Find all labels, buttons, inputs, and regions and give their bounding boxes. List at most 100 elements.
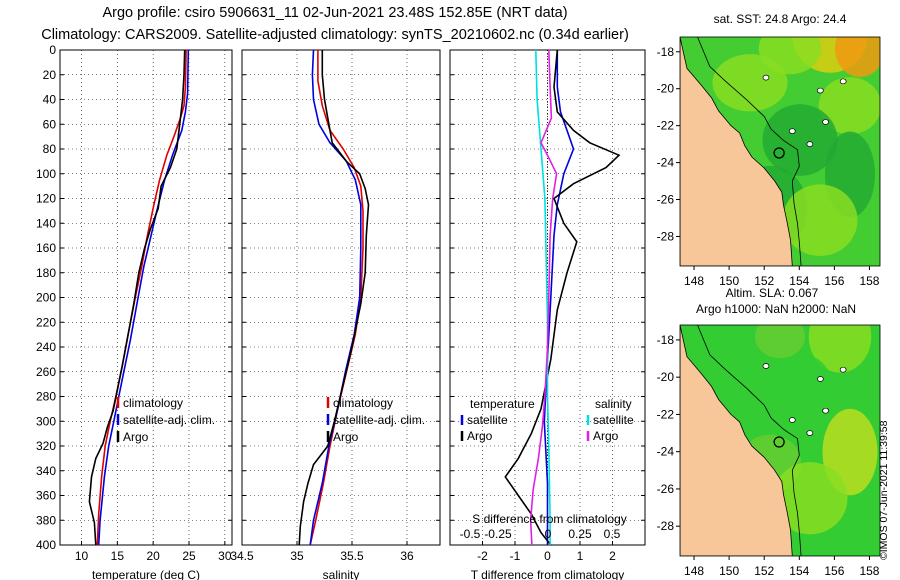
map-lon-label: 158	[859, 564, 879, 578]
series-line-t-argo	[504, 49, 621, 546]
ocean-patch	[772, 462, 848, 535]
map-lat-label: -20	[657, 82, 675, 96]
x-tick-label: 0	[544, 549, 551, 563]
x-tick-label: 35.5	[340, 549, 364, 563]
map-lat-label: -26	[657, 482, 675, 496]
ocean-patch	[782, 184, 858, 256]
depth-tick-label: 160	[36, 241, 56, 255]
map-lat-label: -24	[657, 445, 675, 459]
map-lon-label: 148	[684, 274, 704, 288]
depth-tick-label: 200	[36, 291, 56, 305]
salinity-diff-tick: 0.25	[568, 527, 592, 541]
legend-header-salinity: salinity	[595, 397, 632, 411]
x-tick-label: 30	[218, 549, 232, 563]
map-lon-label: 154	[789, 564, 809, 578]
sla-map-title-1: Altim. SLA: 0.067	[726, 286, 819, 300]
sst-map-field	[680, 37, 880, 266]
series-line-s-satellite	[535, 49, 551, 545]
land-area	[680, 37, 793, 266]
x-tick-label: 2	[609, 549, 616, 563]
map-lat-label: -18	[657, 45, 675, 59]
map-lat-label: -24	[657, 156, 675, 170]
ocean-patch	[768, 353, 832, 412]
salinity-diff-tick: 0.5	[604, 527, 621, 541]
x-tick-label: 34.5	[230, 549, 254, 563]
series-line-satellite-adj-clim-	[309, 49, 362, 546]
depth-tick-label: 140	[36, 216, 56, 230]
map-lat-label: -26	[657, 193, 675, 207]
series-line-climatology	[309, 50, 364, 546]
depth-tick-label: 120	[36, 192, 56, 206]
depth-tick-label: 340	[36, 464, 56, 478]
depth-tick-label: 300	[36, 414, 56, 428]
depth-tick-label: 320	[36, 439, 56, 453]
x-tick-label: -1	[510, 549, 521, 563]
x-tick-label: 35	[290, 549, 304, 563]
argo-position-marker	[773, 147, 785, 159]
legend-label: satellite-adj. clim.	[123, 413, 215, 427]
map-frame	[679, 324, 881, 557]
map-lat-label: -20	[657, 370, 675, 384]
legend-label: Argo	[593, 429, 619, 443]
legend-header-temperature: temperature	[470, 397, 535, 411]
reef-marker	[762, 363, 770, 369]
legend-label: Argo	[123, 430, 149, 444]
depth-contour	[697, 37, 802, 266]
x-tick-label: 20	[146, 549, 160, 563]
map-lon-label: 156	[824, 564, 844, 578]
x-axis-label: T difference from climatology	[471, 568, 625, 580]
ocean-patch	[755, 325, 805, 359]
legend-label: Argo	[467, 429, 493, 443]
depth-contour	[697, 325, 802, 556]
salinity-diff-label: S difference from climatology	[472, 512, 627, 526]
argo-position-marker	[773, 436, 785, 448]
depth-tick-label: 260	[36, 365, 56, 379]
title-line-1: Argo profile: csiro 5906631_11 02-Jun-20…	[102, 5, 568, 21]
reef-marker	[762, 74, 770, 81]
series-line-s-argo	[529, 49, 558, 546]
reef-marker	[817, 376, 824, 382]
land-area	[680, 325, 793, 556]
depth-tick-label: 0	[49, 43, 56, 57]
map-lat-label: -22	[657, 407, 675, 421]
reef-marker	[822, 119, 829, 125]
depth-tick-label: 80	[43, 142, 57, 156]
ocean-patch	[818, 77, 880, 135]
legend-label: satellite	[593, 413, 634, 427]
depth-tick-label: 60	[43, 117, 57, 131]
legend-label: satellite	[467, 413, 508, 427]
salinity-diff-tick: 0	[545, 527, 552, 541]
series-line-satellite-adj-clim-	[97, 49, 190, 546]
depth-tick-label: 100	[36, 167, 56, 181]
map-frame	[679, 36, 881, 267]
map-lon-label: 154	[789, 274, 809, 288]
reef-marker	[788, 128, 796, 135]
x-tick-label: 1	[577, 549, 584, 563]
depth-tick-label: 380	[36, 513, 56, 527]
map-lat-label: -28	[657, 229, 675, 243]
reef-marker	[817, 87, 824, 94]
map-lon-label: 152	[754, 274, 774, 288]
x-tick-label: 10	[75, 549, 89, 563]
title-line-2: Climatology: CARS2009. Satellite-adjuste…	[41, 27, 629, 43]
reef-marker	[806, 141, 814, 147]
map-lon-label: 150	[719, 274, 739, 288]
x-tick-label: 36	[400, 549, 414, 563]
map-lon-label: 152	[754, 564, 774, 578]
legend-label: climatology	[333, 396, 393, 410]
x-axis-label: salinity	[323, 568, 360, 580]
depth-tick-label: 20	[43, 68, 57, 82]
legend-label: climatology	[123, 396, 183, 410]
depth-tick-label: 280	[36, 390, 56, 404]
ocean-patch	[808, 325, 872, 373]
x-tick-label: 15	[111, 549, 125, 563]
panel-frame	[59, 49, 233, 546]
reef-marker	[839, 78, 847, 85]
panel-3: -2 -1 0 1 2 T difference from climatology temp…	[449, 49, 646, 580]
depth-tick-label: 180	[36, 266, 56, 280]
x-axis-label: temperature (deg C)	[92, 568, 200, 580]
depth-tick-label: 240	[36, 340, 56, 354]
ocean-patch	[835, 37, 880, 78]
map-lon-label: 148	[684, 564, 704, 578]
series-line-argo	[298, 50, 370, 546]
